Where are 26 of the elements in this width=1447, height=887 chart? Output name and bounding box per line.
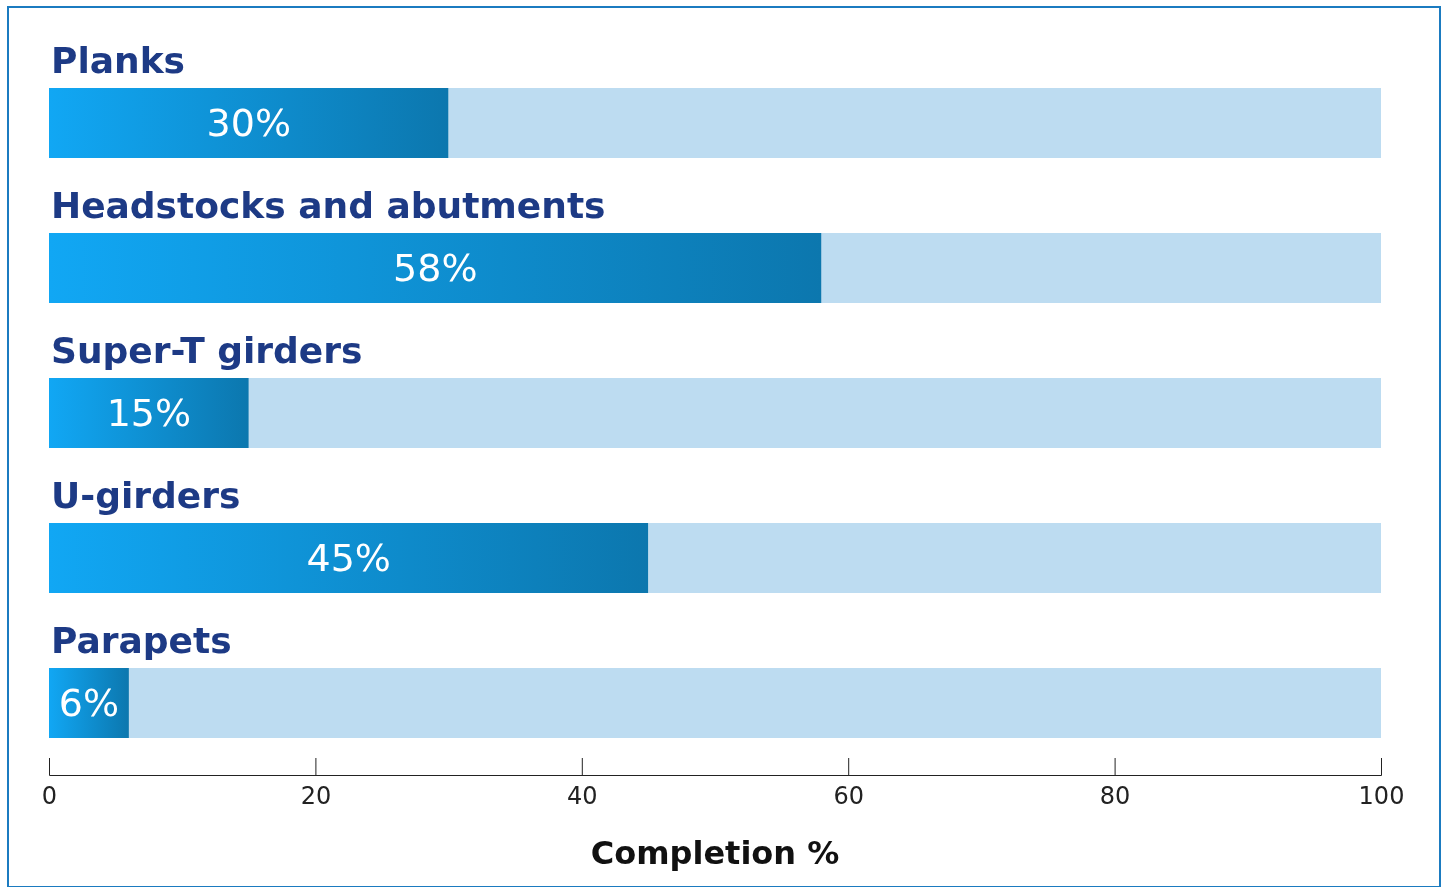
- bar: [821, 233, 1381, 303]
- bar: [248, 378, 1381, 448]
- data-label: 58%: [393, 246, 478, 290]
- bar: [49, 378, 249, 448]
- bar: [128, 668, 1381, 738]
- y-tick-label: Headstocks and abutments: [51, 185, 606, 226]
- x-tick-label: 100: [1358, 782, 1405, 811]
- y-tick-label: Planks: [51, 40, 186, 81]
- y-tick-label: Super-T girders: [51, 330, 363, 371]
- x-tick-label: 80: [1099, 782, 1131, 811]
- bar: [648, 523, 1381, 593]
- x-tick-label: 20: [300, 782, 332, 811]
- bar: [448, 88, 1381, 158]
- bar: [49, 88, 449, 158]
- data-label: 6%: [58, 681, 120, 725]
- bar: [49, 523, 649, 593]
- y-tick-label: Parapets: [51, 620, 232, 661]
- x-axis-title: Completion %: [590, 834, 840, 872]
- data-label: 30%: [206, 101, 292, 145]
- x-tick-label: 60: [833, 782, 864, 811]
- data-label: 45%: [306, 536, 391, 580]
- x-tick-label: 0: [41, 782, 58, 811]
- bar: [49, 233, 822, 303]
- y-tick-label: U-girders: [51, 475, 241, 516]
- x-tick-label: 40: [567, 782, 598, 811]
- data-label: 15%: [106, 391, 192, 435]
